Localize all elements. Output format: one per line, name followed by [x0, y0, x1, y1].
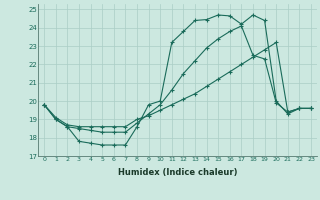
X-axis label: Humidex (Indice chaleur): Humidex (Indice chaleur)	[118, 168, 237, 177]
